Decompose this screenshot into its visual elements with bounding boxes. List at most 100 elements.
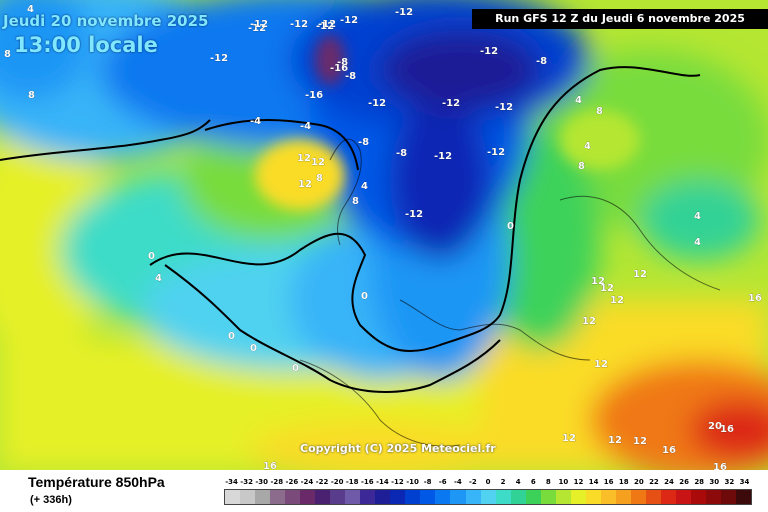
temperature-label: -8: [358, 137, 369, 148]
color-scale-cell: [240, 490, 256, 504]
color-scale-label: 14: [588, 478, 599, 486]
color-scale-label: -26: [285, 478, 299, 486]
legend-subtitle: (+ 336h): [30, 494, 72, 506]
color-scale-cell: [690, 490, 706, 504]
color-scale-label: -8: [423, 478, 432, 486]
color-scale-label: -32: [240, 478, 253, 486]
color-scale-cell: [630, 490, 646, 504]
color-scale-label: 20: [633, 478, 644, 486]
color-scale-cell: [390, 490, 406, 504]
color-scale-cell: [450, 490, 466, 504]
temperature-label: -12: [210, 53, 228, 64]
run-info: Run GFS 12 Z du Jeudi 6 novembre 2025: [472, 9, 768, 29]
color-scale-cell: [570, 490, 586, 504]
copyright-notice: Copyright (C) 2025 Meteociel.fr: [300, 442, 496, 455]
temperature-label: 16: [713, 462, 727, 470]
color-scale-cell: [375, 490, 391, 504]
color-scale-cell: [360, 490, 376, 504]
color-scale-cell: [555, 490, 571, 504]
color-scale-cell: [585, 490, 601, 504]
temperature-label: -12: [250, 19, 268, 30]
color-scale-cell: [300, 490, 316, 504]
color-scale-label: 18: [618, 478, 629, 486]
temperature-label: -12: [318, 19, 336, 30]
map-labels: -12 -12 -12-12-8-16-12-8-16-12-12 -12-12-8-…: [4, 4, 762, 470]
temperature-label: 0: [361, 291, 368, 302]
temperature-label: -12: [480, 46, 498, 57]
temperature-label: 12: [633, 269, 647, 280]
color-scale-label: -30: [255, 478, 269, 486]
color-scale-label: 30: [709, 478, 720, 486]
temperature-label: 4: [155, 273, 162, 284]
color-scale-label: -2: [469, 478, 477, 486]
color-scale-label: 26: [679, 478, 689, 486]
forecast-date: Jeudi 20 novembre 2025: [3, 12, 209, 30]
temperature-label: 16: [748, 293, 762, 304]
color-scale-label: -20: [330, 478, 344, 486]
color-scale-cell: [510, 490, 526, 504]
temperature-label: 12: [600, 283, 614, 294]
temperature-label: -12: [368, 98, 386, 109]
color-scale-cell: [736, 490, 752, 504]
color-scale-label: -24: [300, 478, 314, 486]
temperature-field: [0, 0, 768, 470]
temperature-label: -8: [345, 71, 356, 82]
legend: Température 850hPa (+ 336h) -34 -32 -30 -28…: [0, 470, 768, 512]
color-scale-cell: [465, 490, 481, 504]
color-scale-cell: [285, 490, 301, 504]
temperature-label: 8: [28, 90, 35, 101]
color-scale-cell: [540, 490, 556, 504]
color-scale-label: -28: [270, 478, 284, 486]
color-scale-cell: [615, 490, 631, 504]
temperature-label: 12: [591, 276, 605, 287]
temperature-label: -12: [248, 23, 266, 34]
temperature-label: -8: [337, 57, 348, 68]
coastlines: [299, 138, 721, 447]
color-scale-cell: [645, 490, 661, 504]
color-scale-label: 28: [694, 478, 705, 486]
temperature-label: -12: [495, 102, 513, 113]
temperature-label: 16: [662, 445, 676, 456]
temperature-label: 8: [596, 106, 603, 117]
temperature-label: 8: [352, 196, 359, 207]
temperature-label: -4: [300, 121, 311, 132]
color-scale-cell: [495, 490, 511, 504]
isotherm-lines: [0, 66, 701, 393]
temperature-label: -12: [442, 98, 460, 109]
temperature-label: 12: [562, 433, 576, 444]
temperature-label: 12: [594, 359, 608, 370]
temperature-label: 16: [720, 424, 734, 435]
color-scale-cell: [675, 490, 691, 504]
color-scale-label: 32: [724, 478, 735, 486]
temperature-label: 12: [633, 436, 647, 447]
temperature-label: 4: [575, 95, 582, 106]
temperature-label: 8: [316, 173, 323, 184]
color-scale-label: -10: [406, 478, 419, 486]
color-scale-label: 12: [573, 478, 584, 486]
color-scale-cell: [330, 490, 346, 504]
temperature-label: 12: [582, 316, 596, 327]
color-scale-label: 22: [649, 478, 659, 486]
color-scale-cell: [706, 490, 722, 504]
temperature-label: 0: [507, 221, 514, 232]
temperature-label: 0: [148, 251, 155, 262]
temperature-label: 12: [610, 295, 624, 306]
temperature-label: 8: [4, 49, 11, 60]
color-scale-cell: [660, 490, 676, 504]
color-scale-label: 6: [530, 478, 536, 486]
color-scale-label: -14: [376, 478, 389, 486]
temperature-label: 16: [263, 461, 277, 470]
temperature-label: -12: [316, 21, 334, 32]
legend-title: Température 850hPa: [28, 474, 165, 490]
color-scale-cell: [345, 490, 361, 504]
color-scale-cell: [721, 490, 737, 504]
temperature-label: 0: [292, 363, 299, 374]
temperature-label: 12: [298, 179, 312, 190]
temperature-label: 4: [27, 4, 34, 15]
color-scale-cell: [480, 490, 496, 504]
color-scale-cell: [405, 490, 421, 504]
color-scale-label: 34: [739, 478, 750, 486]
temperature-label: 4: [361, 181, 368, 192]
color-scale-label: 24: [664, 478, 674, 486]
color-scale-label: -16: [360, 478, 374, 486]
